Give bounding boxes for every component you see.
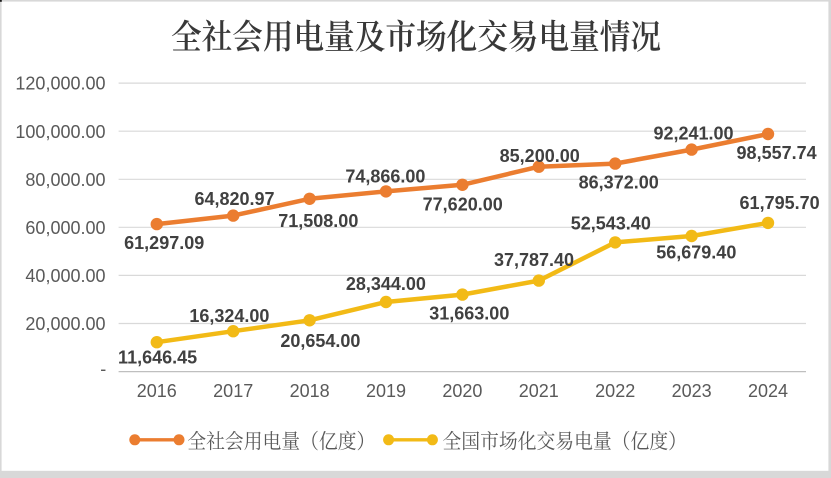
- svg-text:11,646.45: 11,646.45: [118, 348, 197, 368]
- svg-text:120,000.00: 120,000.00: [15, 74, 105, 94]
- svg-text:2024: 2024: [748, 381, 788, 401]
- svg-text:52,543.40: 52,543.40: [571, 214, 651, 234]
- svg-text:20,000.00: 20,000.00: [25, 314, 105, 334]
- svg-text:2022: 2022: [595, 381, 635, 401]
- svg-text:2017: 2017: [213, 381, 253, 401]
- svg-text:71,508.00: 71,508.00: [278, 211, 358, 231]
- svg-text:74,866.00: 74,866.00: [345, 166, 425, 186]
- svg-text:80,000.00: 80,000.00: [25, 170, 105, 190]
- svg-text:-: -: [100, 359, 106, 379]
- svg-text:61,297.09: 61,297.09: [124, 233, 204, 253]
- svg-text:85,200.00: 85,200.00: [500, 146, 580, 166]
- svg-text:2021: 2021: [519, 381, 559, 401]
- svg-text:20,654.00: 20,654.00: [280, 331, 360, 351]
- svg-text:61,795.70: 61,795.70: [740, 193, 820, 213]
- svg-text:64,820.97: 64,820.97: [194, 189, 274, 209]
- svg-text:31,663.00: 31,663.00: [429, 304, 509, 324]
- svg-text:2019: 2019: [366, 381, 406, 401]
- svg-text:2023: 2023: [672, 381, 712, 401]
- svg-text:56,679.40: 56,679.40: [656, 242, 736, 262]
- svg-text:60,000.00: 60,000.00: [25, 218, 105, 238]
- svg-text:100,000.00: 100,000.00: [15, 122, 105, 142]
- svg-text:37,787.40: 37,787.40: [494, 250, 574, 270]
- svg-text:2018: 2018: [290, 381, 330, 401]
- svg-text:40,000.00: 40,000.00: [25, 266, 105, 286]
- svg-text:28,344.00: 28,344.00: [346, 274, 426, 294]
- svg-text:77,620.00: 77,620.00: [423, 194, 503, 214]
- svg-text:86,372.00: 86,372.00: [579, 173, 659, 193]
- svg-text:16,324.00: 16,324.00: [189, 306, 269, 326]
- svg-text:2020: 2020: [442, 381, 482, 401]
- svg-text:98,557.74: 98,557.74: [737, 143, 817, 163]
- svg-text:92,241.00: 92,241.00: [653, 123, 733, 143]
- svg-text:2016: 2016: [137, 381, 177, 401]
